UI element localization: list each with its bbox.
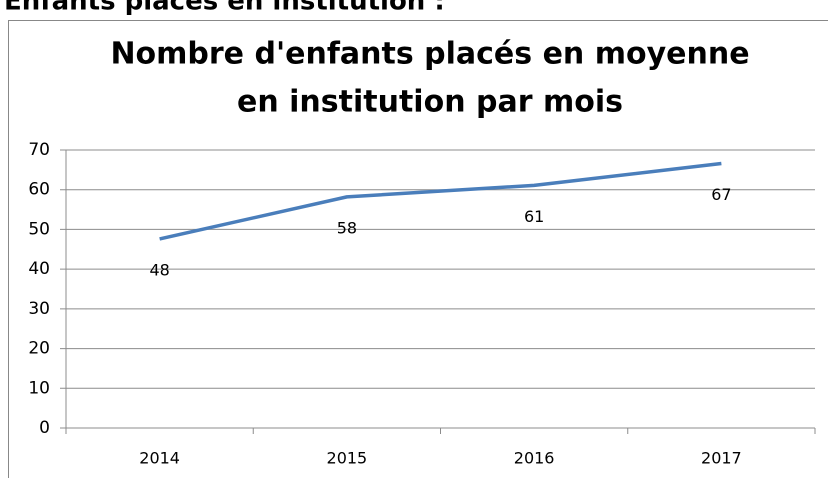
y-tick-label: 50	[28, 219, 50, 239]
y-tick-label: 20	[28, 339, 50, 359]
y-tick-label: 10	[28, 378, 50, 398]
y-tick-label: 0	[39, 418, 50, 438]
data-label: 58	[337, 218, 357, 237]
y-tick-label: 30	[28, 299, 50, 319]
x-tick-label: 2014	[139, 449, 180, 468]
line-series	[159, 161, 722, 241]
data-label: 48	[149, 260, 169, 279]
y-tick-label: 40	[28, 259, 50, 279]
y-tick-label: 60	[28, 180, 50, 200]
chart-title: en institution par mois	[237, 85, 623, 120]
x-tick-label: 2015	[327, 449, 368, 468]
x-tick-label: 2016	[514, 449, 555, 468]
data-label: 67	[711, 185, 731, 204]
chart-title: Nombre d'enfants placés en moyenne	[110, 37, 749, 72]
y-tick-label: 70	[28, 140, 50, 160]
x-tick-label: 2017	[701, 449, 742, 468]
data-label: 61	[524, 207, 544, 226]
page-heading: Enfants placés en institution :	[4, 0, 445, 17]
chart-frame	[8, 20, 828, 478]
